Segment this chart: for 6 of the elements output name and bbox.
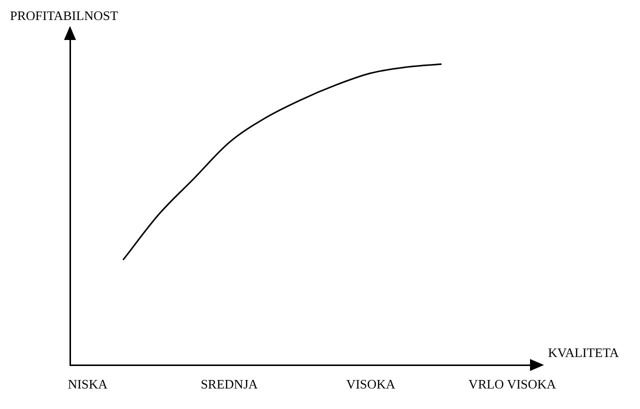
x-tick-label: SREDNJA xyxy=(200,376,258,392)
x-tick-label: VISOKA xyxy=(346,376,396,392)
x-tick-label: VRLO VISOKA xyxy=(468,376,557,392)
x-tick-label: NISKA xyxy=(68,376,108,392)
x-axis-title: KVALITETA xyxy=(548,345,619,362)
y-axis-title: PROFITABILNOST xyxy=(10,8,118,24)
